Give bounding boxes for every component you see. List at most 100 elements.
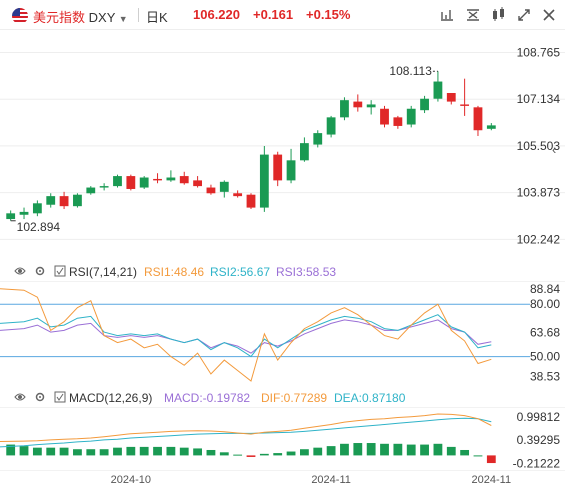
candle-body <box>73 194 82 207</box>
candle-body <box>273 154 283 181</box>
macd-histogram-bar <box>32 447 42 456</box>
macd-chart[interactable]: 0.99812 0.39295 -0.21222 <box>0 407 565 470</box>
low-price-label: 102.894 <box>17 220 61 234</box>
macd-histogram-bar <box>246 455 256 457</box>
eye-icon[interactable] <box>14 265 26 277</box>
macd-histogram-bar <box>126 446 136 456</box>
date-tick-label: 2024-10 <box>111 474 151 486</box>
candle-body <box>326 117 336 135</box>
rsi1-value: RSI1:48.46 <box>144 265 205 279</box>
candle-body <box>86 187 96 194</box>
indicator-button[interactable] <box>489 6 507 24</box>
candle-body <box>446 93 456 102</box>
checkbox-icon[interactable] <box>54 391 66 403</box>
rsi-tick-label: 88.84 <box>530 282 560 296</box>
macd-histogram-bar <box>46 447 56 456</box>
candle-body <box>473 107 483 131</box>
candle-body <box>420 98 429 111</box>
symbol-title[interactable]: 美元指数 DXY ▼ <box>33 7 128 26</box>
macd-histogram-bar <box>233 454 243 456</box>
chevron-left-icon: ‹ <box>552 142 556 157</box>
compare-button[interactable] <box>464 6 482 24</box>
macd-histogram-bar <box>326 446 336 456</box>
macd-histogram-bar <box>273 453 283 456</box>
candle-body <box>179 176 189 184</box>
macd-histogram-bar <box>113 447 122 456</box>
candle-body <box>393 117 403 126</box>
candle-body <box>233 193 243 197</box>
candle-body <box>433 81 443 99</box>
chevron-down-icon: ▼ <box>118 14 128 24</box>
macd-histogram-bar <box>460 449 470 456</box>
index-name: 美元指数 <box>33 10 86 25</box>
macd-histogram-bar <box>486 455 496 464</box>
draw-button[interactable] <box>515 6 533 24</box>
macd-tick-label: -0.21222 <box>513 457 561 470</box>
macd-histogram-bar <box>433 443 443 456</box>
price-tick-label: 108.765 <box>517 45 561 59</box>
macd-histogram-bar <box>340 443 349 456</box>
period-selector[interactable]: 日K <box>146 7 168 26</box>
price-tick-label: 102.242 <box>517 232 561 246</box>
dif-value: DIF:0.77289 <box>261 391 328 405</box>
candle-body <box>406 108 416 125</box>
macd-histogram-bar <box>179 447 189 456</box>
rsi-tick-label: 80.00 <box>530 297 560 311</box>
macd-histogram-bar <box>19 446 29 456</box>
macd-histogram-bar <box>313 447 323 456</box>
price-change: +0.161 <box>253 7 294 22</box>
candle-body <box>6 213 16 220</box>
rsi-tick-label: 38.53 <box>530 370 560 384</box>
candle-body <box>166 177 176 181</box>
candle-body <box>313 133 323 145</box>
candle-body <box>286 160 296 181</box>
gear-icon[interactable] <box>34 391 46 403</box>
divider <box>138 8 139 22</box>
close-button[interactable] <box>540 6 558 24</box>
rsi-header: RSI(7,14,21) RSI1:48.46 RSI2:56.67 RSI3:… <box>0 263 370 281</box>
high-price-label: 108.113 <box>389 64 432 78</box>
macd-histogram-bar <box>380 443 389 456</box>
macd-histogram-bar <box>473 455 483 457</box>
candlestick-chart[interactable]: 108.765 107.134 105.503 103.873 102.242 108.… <box>0 30 565 260</box>
rsi1-line <box>0 288 492 382</box>
price-tick-label: 107.134 <box>517 92 561 106</box>
crosshair-icon <box>441 10 453 21</box>
macd-histogram-bar <box>206 449 216 456</box>
candle-body <box>99 186 109 188</box>
candle-body <box>19 211 29 215</box>
candle-body <box>259 154 269 208</box>
candle-body <box>46 196 56 205</box>
dea-value: DEA:0.87180 <box>334 391 406 405</box>
macd-tick-label: 0.39295 <box>517 433 561 447</box>
macd-histogram-bar <box>219 452 229 456</box>
macd-histogram-bar <box>420 444 429 456</box>
candle-body <box>32 203 42 214</box>
date-tick-label: 2024-11 <box>311 474 351 486</box>
dea-line <box>0 417 492 448</box>
candle-body <box>460 104 470 106</box>
us-flag-icon <box>12 8 28 24</box>
candle-body <box>246 194 256 208</box>
macd-histogram-bar <box>166 446 176 456</box>
checkbox-icon[interactable] <box>54 265 66 277</box>
macd-histogram-bar <box>6 444 16 456</box>
crosshair-button[interactable] <box>438 6 456 24</box>
close-icon <box>543 9 555 21</box>
candle-body <box>366 104 376 108</box>
macd-histogram-bar <box>73 449 82 456</box>
compare-icon <box>467 9 479 21</box>
rsi-tick-label: 63.68 <box>530 326 560 340</box>
macd-histogram-bar <box>406 444 416 456</box>
candle-body <box>206 187 216 194</box>
eye-icon[interactable] <box>14 391 26 403</box>
macd-histogram-bar <box>139 446 149 456</box>
symbol-code: DXY <box>88 10 116 25</box>
candle-body <box>126 176 136 189</box>
draw-icon <box>518 9 530 21</box>
candle-body <box>193 180 203 187</box>
collapse-panel-button[interactable]: ‹ <box>552 142 556 157</box>
candle-body <box>353 101 363 108</box>
gear-icon[interactable] <box>34 265 46 277</box>
